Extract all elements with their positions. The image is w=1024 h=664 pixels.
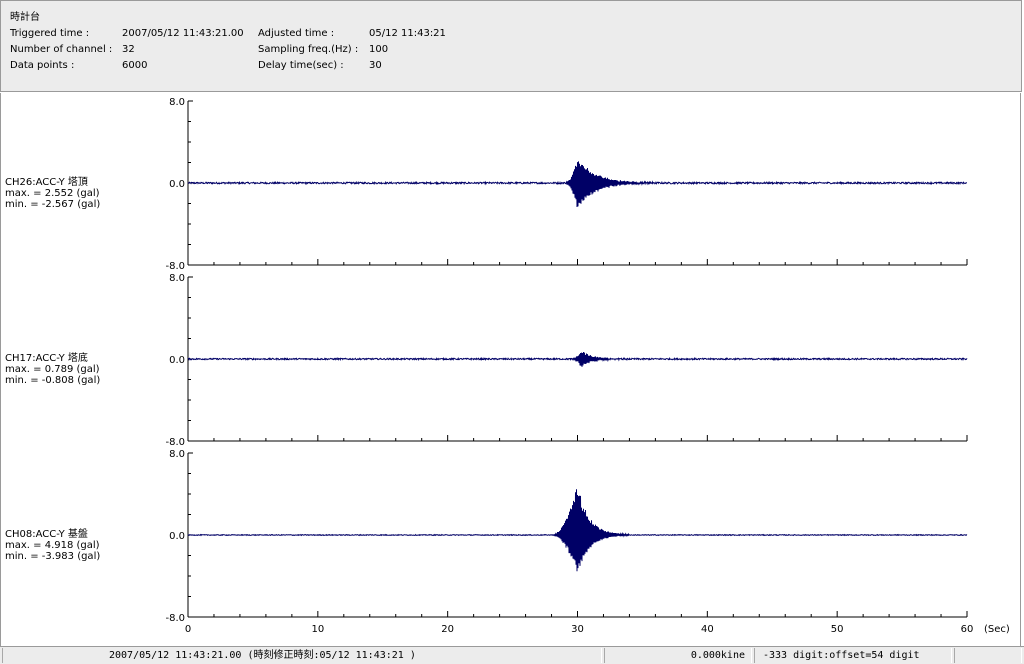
x-tick-label: 60 [961, 624, 974, 635]
y-tick-label: 8.0 [169, 273, 185, 284]
x-tick-label: 0 [185, 624, 191, 635]
triggered-time-value: 2007/05/12 11:43:21.00 [122, 28, 244, 39]
status-velocity: 0.000kine [604, 648, 752, 663]
channel-name: CH08:ACC-Y 基盤 [5, 529, 88, 540]
waveform-series [187, 489, 968, 572]
y-tick-label: 0.0 [169, 531, 185, 542]
sampling-freq-label: Sampling freq.(Hz) : [258, 44, 359, 55]
triggered-time-label: Triggered time : [10, 28, 90, 39]
waveform-chart[interactable]: 8.00.0-8.08.00.0-8.08.00.0-8.00 10 20 30 40 5… [1, 93, 1022, 646]
header-panel: 時計台 Triggered time : 2007/05/12 11:43:21… [0, 0, 1022, 92]
delay-time-label: Delay time(sec) : [258, 60, 344, 71]
waveform-series [187, 351, 968, 367]
channel-max: max. = 4.918 (gal) [5, 540, 100, 551]
channel-count-label: Number of channel : [10, 44, 113, 55]
station-name: 時計台 [10, 12, 40, 23]
y-tick-label: -8.0 [165, 437, 185, 448]
channel-max: max. = 2.552 (gal) [5, 188, 100, 199]
channel-min: min. = -0.808 (gal) [5, 375, 101, 386]
channel-name: CH26:ACC-Y 塔頂 [5, 177, 88, 188]
x-tick-label: 50 [831, 624, 844, 635]
channel-name: CH17:ACC-Y 塔底 [5, 353, 88, 364]
x-tick-label: 20 [441, 624, 454, 635]
waveform-plot-area[interactable]: 8.0 0.0 -8.0 8.0 0.0 -8.0 8.0 0.0 -8.0 0 10 20 30 40 5… [0, 93, 1021, 646]
channel-min: min. = -2.567 (gal) [5, 199, 101, 210]
data-points-value: 6000 [122, 60, 148, 71]
channel-max: max. = 0.789 (gal) [5, 364, 100, 375]
channel-label-ch17: CH17:ACC-Y 塔底 max. = 0.789 (gal) min. = … [5, 353, 100, 386]
adjusted-time-label: Adjusted time : [258, 28, 335, 39]
x-tick-label: 40 [701, 624, 714, 635]
status-bar: 2007/05/12 11:43:21.00 (時刻修正時刻:05/12 11:… [0, 646, 1024, 664]
y-tick-label: -8.0 [165, 613, 185, 624]
channel-label-ch26: CH26:ACC-Y 塔頂 max. = 2.552 (gal) min. = … [5, 177, 100, 210]
y-tick-label: 0.0 [169, 179, 185, 190]
channel-min: min. = -3.983 (gal) [5, 551, 101, 562]
y-tick-label: 0.0 [169, 355, 185, 366]
delay-time-value: 30 [369, 60, 382, 71]
x-axis-unit: (Sec) [984, 624, 1010, 635]
status-digit: -333 digit:offset=54 digit [754, 648, 952, 663]
y-tick-label: 8.0 [169, 449, 185, 460]
adjusted-time-value: 05/12 11:43:21 [369, 28, 446, 39]
y-tick-label: -8.0 [165, 261, 185, 272]
waveform-series [187, 161, 967, 208]
channel-label-ch08: CH08:ACC-Y 基盤 max. = 4.918 (gal) min. = … [5, 529, 100, 562]
sampling-freq-value: 100 [369, 44, 389, 55]
x-tick-label: 10 [311, 624, 324, 635]
y-tick-label: 8.0 [169, 97, 185, 108]
status-extra [954, 648, 1022, 663]
data-points-label: Data points : [10, 60, 75, 71]
channel-count-value: 32 [122, 44, 135, 55]
status-time: 2007/05/12 11:43:21.00 (時刻修正時刻:05/12 11:… [2, 648, 602, 663]
x-tick-label: 30 [571, 624, 584, 635]
